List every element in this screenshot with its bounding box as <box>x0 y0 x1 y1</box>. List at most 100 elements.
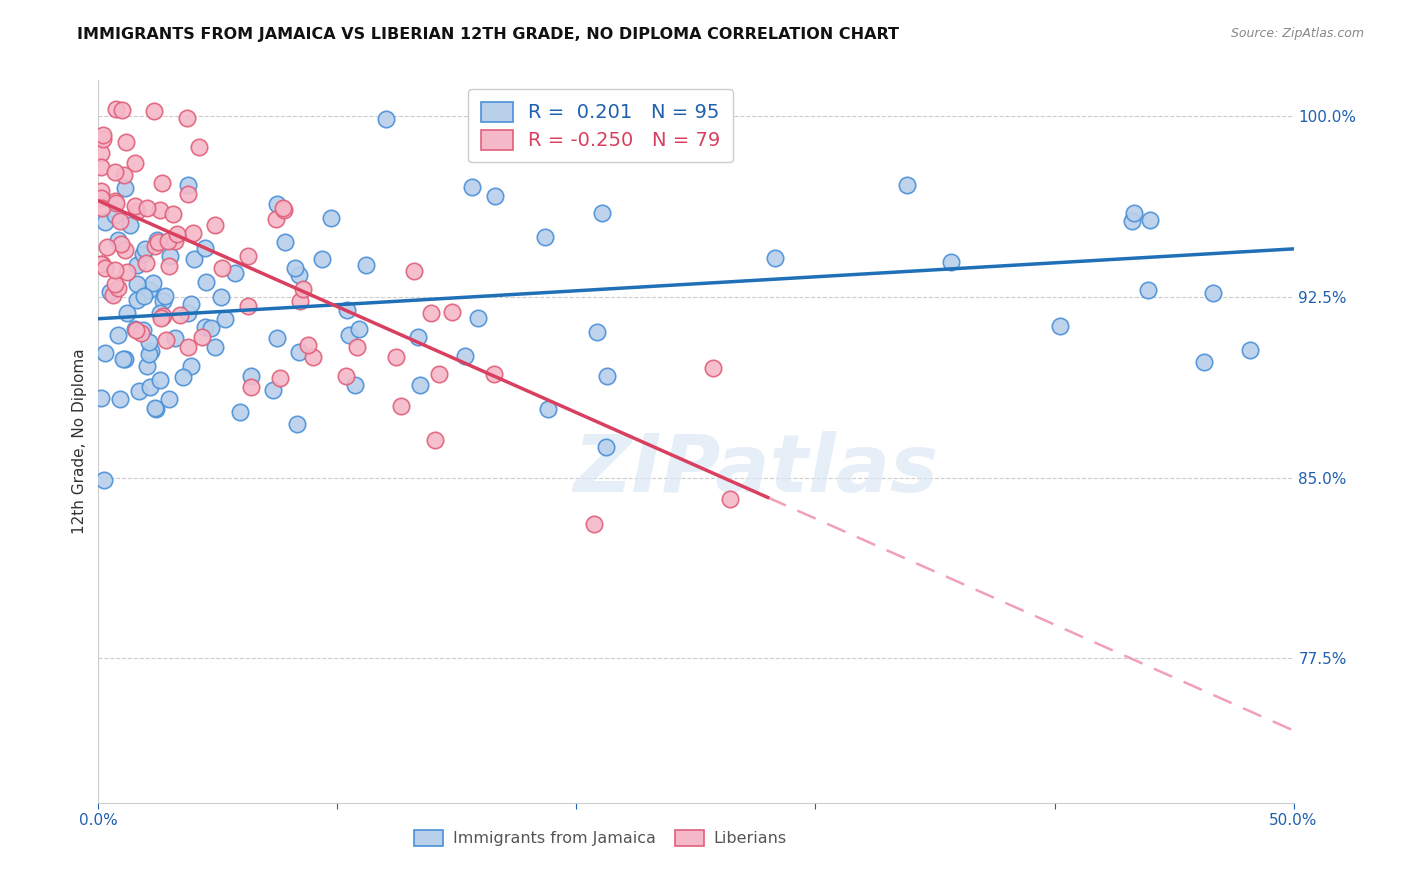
Point <box>423 434 446 448</box>
Point <box>484 367 506 381</box>
Point <box>239 380 262 394</box>
Point <box>402 264 425 278</box>
Point <box>1239 343 1261 357</box>
Point <box>454 349 477 363</box>
Point <box>595 440 617 454</box>
Point <box>177 187 200 202</box>
Point <box>297 337 319 351</box>
Point <box>582 516 605 531</box>
Point <box>194 319 217 334</box>
Point <box>104 164 127 178</box>
Point <box>114 244 136 258</box>
Point <box>101 288 124 302</box>
Point <box>176 111 198 125</box>
Point <box>262 383 284 397</box>
Point <box>266 197 288 211</box>
Point <box>159 249 181 263</box>
Point <box>142 103 165 118</box>
Point <box>236 299 259 313</box>
Point <box>124 199 146 213</box>
Point <box>337 328 360 343</box>
Point <box>311 252 333 266</box>
Point <box>896 178 918 192</box>
Legend: Immigrants from Jamaica, Liberians: Immigrants from Jamaica, Liberians <box>408 823 793 853</box>
Point <box>591 206 613 220</box>
Point <box>292 282 315 296</box>
Point <box>96 240 118 254</box>
Point <box>135 359 157 373</box>
Point <box>90 391 112 405</box>
Point <box>266 212 288 227</box>
Point <box>114 181 136 195</box>
Point <box>163 234 186 248</box>
Text: ZIPatlas: ZIPatlas <box>574 432 938 509</box>
Point <box>159 259 181 273</box>
Point <box>127 259 149 273</box>
Point <box>440 305 463 319</box>
Point <box>166 227 188 242</box>
Point <box>172 370 194 384</box>
Point <box>127 203 149 218</box>
Point <box>229 405 252 419</box>
Point <box>718 491 741 506</box>
Point <box>90 185 112 199</box>
Point <box>336 303 359 318</box>
Point <box>702 360 724 375</box>
Text: IMMIGRANTS FROM JAMAICA VS LIBERIAN 12TH GRADE, NO DIPLOMA CORRELATION CHART: IMMIGRANTS FROM JAMAICA VS LIBERIAN 12TH… <box>77 27 900 42</box>
Point <box>115 135 138 149</box>
Point <box>143 401 166 415</box>
Point <box>104 207 127 221</box>
Point <box>1139 212 1161 227</box>
Point <box>91 257 114 271</box>
Point <box>302 351 325 365</box>
Point <box>107 233 129 247</box>
Point <box>157 392 180 406</box>
Point <box>115 265 138 279</box>
Point <box>145 401 167 416</box>
Point <box>90 191 112 205</box>
Point <box>104 196 127 211</box>
Point <box>156 234 179 248</box>
Point <box>533 230 555 244</box>
Point <box>124 323 146 337</box>
Point <box>112 168 135 182</box>
Point <box>93 260 115 275</box>
Point <box>187 140 209 154</box>
Point <box>124 156 146 170</box>
Point <box>93 473 115 487</box>
Point <box>288 268 311 282</box>
Point <box>104 263 127 277</box>
Point <box>105 102 128 116</box>
Point <box>200 321 222 335</box>
Point <box>420 306 443 320</box>
Point <box>118 219 141 233</box>
Point <box>141 344 163 359</box>
Point <box>238 249 260 263</box>
Point <box>134 289 156 303</box>
Point <box>91 128 114 143</box>
Point <box>335 368 357 383</box>
Point <box>104 277 127 292</box>
Point <box>343 378 366 392</box>
Point <box>389 399 412 413</box>
Point <box>285 417 308 431</box>
Point <box>183 252 205 267</box>
Point <box>162 207 184 221</box>
Point <box>763 251 786 265</box>
Point <box>177 306 200 320</box>
Point <box>94 214 117 228</box>
Point <box>211 261 233 276</box>
Point <box>176 340 198 354</box>
Point <box>91 132 114 146</box>
Point <box>1123 205 1146 219</box>
Point <box>155 333 177 347</box>
Point <box>115 306 138 320</box>
Point <box>143 239 166 253</box>
Point <box>354 259 377 273</box>
Point <box>127 293 149 308</box>
Point <box>273 203 295 218</box>
Text: Source: ZipAtlas.com: Source: ZipAtlas.com <box>1230 27 1364 40</box>
Point <box>107 281 129 295</box>
Point <box>124 321 146 335</box>
Point <box>146 235 169 249</box>
